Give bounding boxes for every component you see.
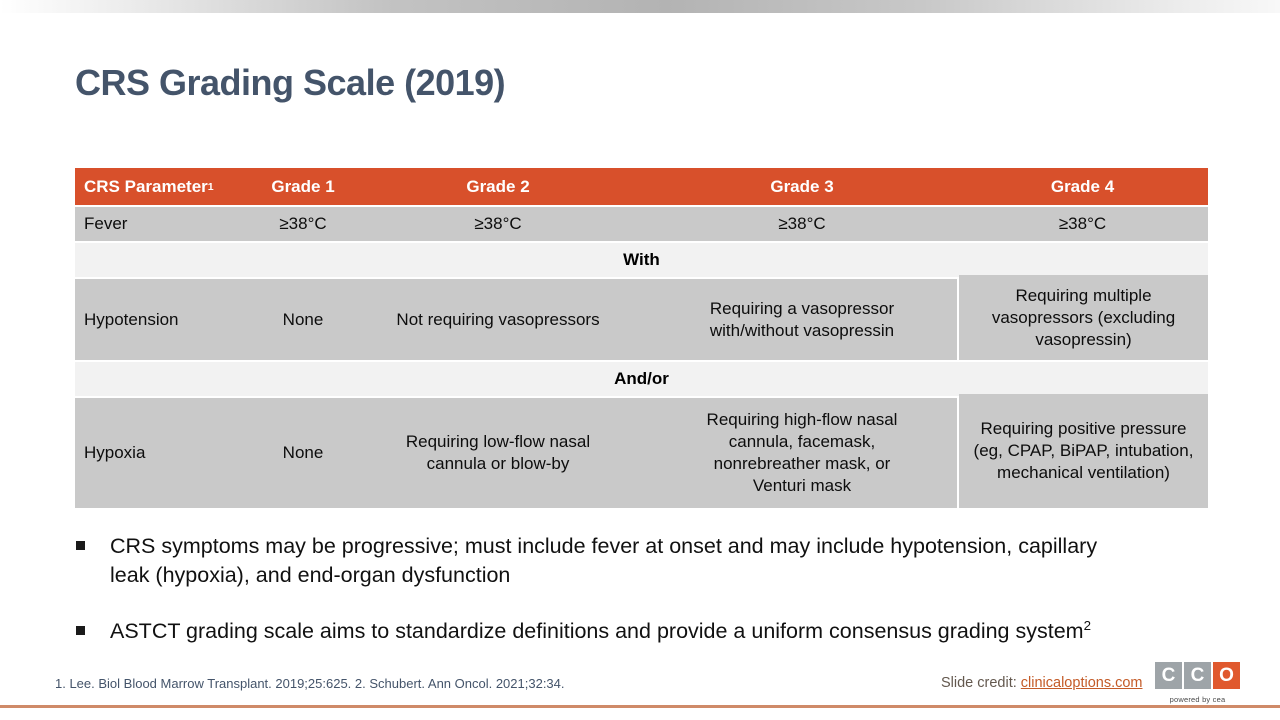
cell-hypoxia-grade2: Requiring low-flow nasal cannula or blow… <box>405 432 591 473</box>
cell-fever-param: Fever <box>84 214 128 233</box>
clinicaloptions-link[interactable]: clinicaloptions.com <box>1020 675 1143 691</box>
bullet-2-body: ASTCT grading scale aims to standardize … <box>110 619 1084 643</box>
header-grade3: Grade 3 <box>770 176 834 196</box>
bullet-list: CRS symptoms may be progressive; must in… <box>76 532 1216 673</box>
bullet-square-icon <box>76 541 85 550</box>
header-grade1: Grade 1 <box>271 176 335 196</box>
cell-fever-grade1: ≥38°C <box>279 214 327 233</box>
cell-hypoxia-grade4: Requiring positive pressure (eg, CPAP, B… <box>959 394 1208 508</box>
bullet-2-text: ASTCT grading scale aims to standardize … <box>110 617 1091 646</box>
cell-hypotension-param: Hypotension <box>84 309 179 329</box>
header-grade4: Grade 4 <box>1050 176 1115 196</box>
bullet-1-text: CRS symptoms may be progressive; must in… <box>110 532 1115 590</box>
bullet-2-sup: 2 <box>1083 617 1092 633</box>
cell-fever-grade4: ≥38°C <box>1058 214 1107 233</box>
header-grade2: Grade 2 <box>466 176 530 196</box>
cell-hypotension-grade3: Requiring a vasopressor with/without vas… <box>709 298 895 340</box>
crs-grading-table: CRS Parameter 1 Grade 1 Grade 2 Grade 3 G… <box>75 168 1208 508</box>
cell-hypotension-grade2: Not requiring vasopressors <box>396 309 600 329</box>
bullet-item: ASTCT grading scale aims to standardize … <box>76 617 1216 646</box>
row-fever: Fever ≥38°C ≥38°C ≥38°C ≥38°C <box>75 207 1208 241</box>
cell-hypoxia-grade4-text: Requiring positive pressure (eg, CPAP, B… <box>973 419 1194 482</box>
top-gradient-bar <box>0 0 1280 13</box>
header-crs-parameter-label: CRS Parameter <box>84 176 208 196</box>
cco-logo: C C O <box>1155 662 1240 689</box>
row-hypotension: Hypotension None Not requiring vasopress… <box>75 279 957 360</box>
cco-logo-letter-c2: C <box>1184 662 1211 689</box>
header-crs-parameter: CRS Parameter 1 <box>84 176 214 196</box>
bottom-accent-line <box>0 705 1280 708</box>
table-header-row: CRS Parameter 1 Grade 1 Grade 2 Grade 3 G… <box>75 168 1208 205</box>
cell-hypoxia-param: Hypoxia <box>84 443 146 462</box>
powered-by-label: powered by cea <box>1169 695 1226 704</box>
bullet-item: CRS symptoms may be progressive; must in… <box>76 532 1216 590</box>
band-andor: And/or <box>75 362 1208 396</box>
bullet-square-icon <box>76 626 85 635</box>
bullet-1-body: CRS symptoms may be progressive; must in… <box>110 534 1098 587</box>
cell-fever-grade3: ≥38°C <box>778 214 826 233</box>
cco-logo-letter-o: O <box>1213 662 1240 689</box>
slide-credit-label: Slide credit: <box>941 675 1021 691</box>
cell-hypotension-grade4: Requiring multiple vasopressors (excludi… <box>959 275 1208 360</box>
cell-hypoxia-grade3: Requiring high-flow nasal cannula, facem… <box>706 410 898 495</box>
slide-credit: Slide credit: clinicaloptions.com <box>941 675 1143 691</box>
cell-fever-grade2: ≥38°C <box>474 214 522 233</box>
row-hypoxia: Hypoxia None Requiring low-flow nasal ca… <box>75 398 957 508</box>
band-with: With <box>75 243 1208 277</box>
cco-logo-letter-c1: C <box>1155 662 1182 689</box>
cell-hypotension-grade1: None <box>282 309 324 329</box>
cell-hypoxia-grade1: None <box>282 443 324 462</box>
citation-footnote: 1. Lee. Biol Blood Marrow Transplant. 20… <box>55 676 565 691</box>
cell-hypotension-grade4-text: Requiring multiple vasopressors (excludi… <box>991 285 1176 349</box>
slide-title: CRS Grading Scale (2019) <box>75 62 506 103</box>
